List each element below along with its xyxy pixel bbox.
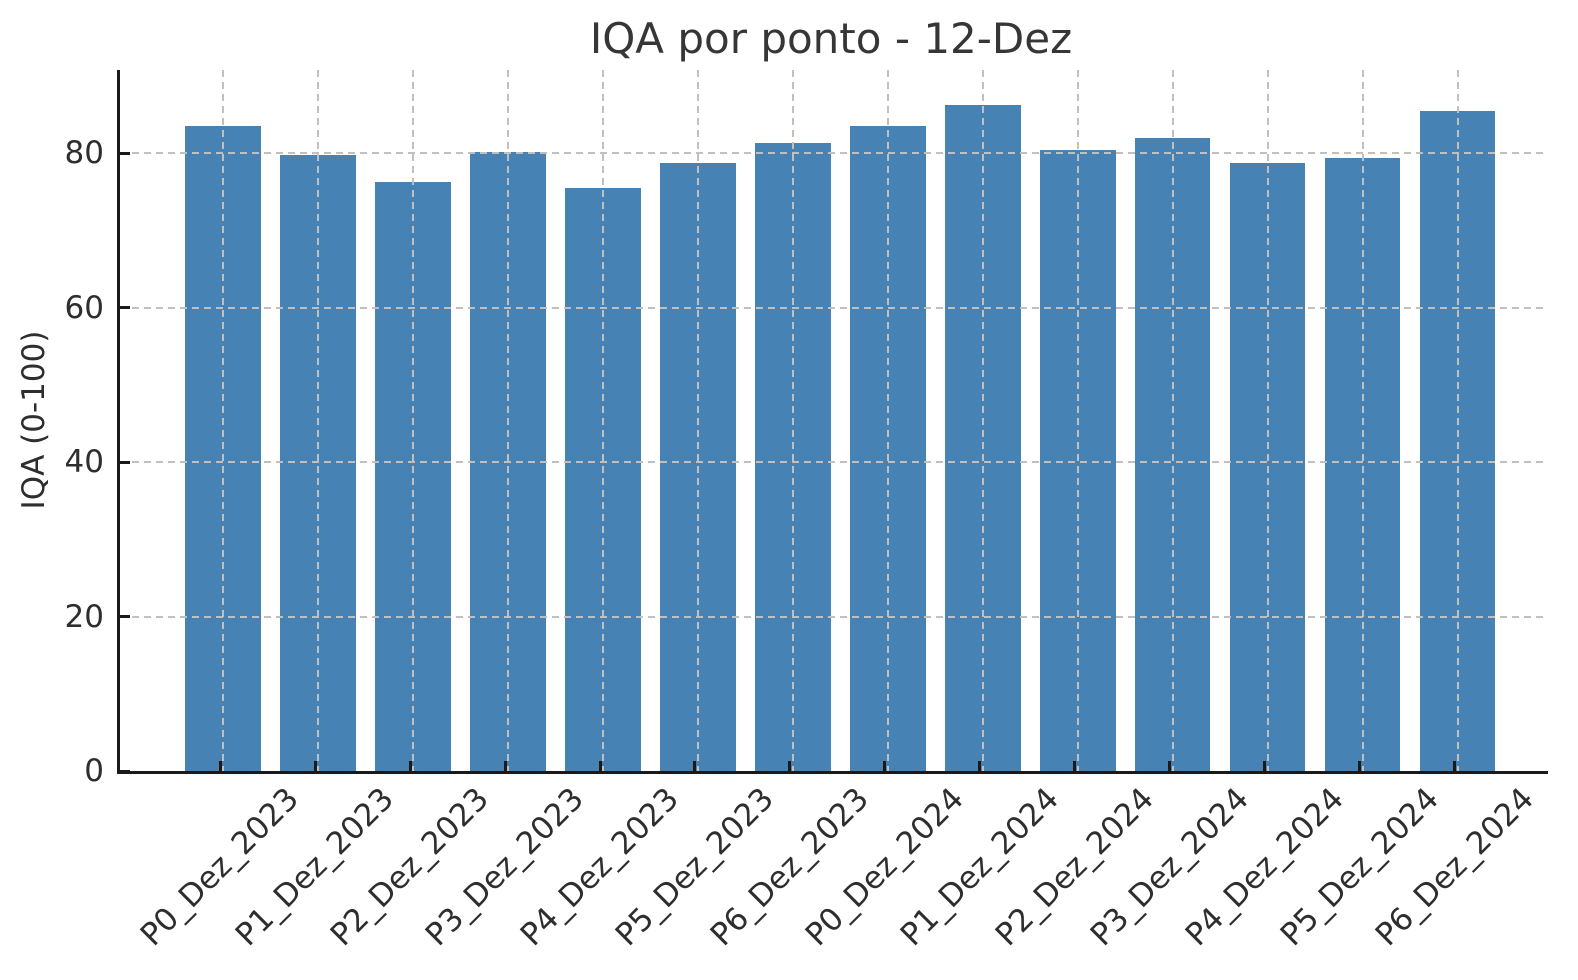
x-tick-mark-P2_Dez_2023 bbox=[408, 761, 412, 771]
y-tick-mark-80 bbox=[120, 151, 130, 155]
x-tick-mark-P3_Dez_2024 bbox=[1168, 761, 1172, 771]
h-gridline-40 bbox=[120, 461, 1548, 464]
x-tick-mark-P1_Dez_2023 bbox=[313, 761, 317, 771]
x-tick-mark-P5_Dez_2023 bbox=[693, 761, 697, 771]
v-gridline-P1_Dez_2023 bbox=[317, 70, 320, 771]
v-gridline-P2_Dez_2023 bbox=[412, 70, 415, 771]
x-tick-mark-P2_Dez_2024 bbox=[1073, 761, 1077, 771]
v-gridline-P6_Dez_2024 bbox=[1456, 70, 1459, 771]
plot-area bbox=[117, 70, 1548, 774]
y-tick-mark-60 bbox=[120, 306, 130, 310]
x-tick-mark-P0_Dez_2024 bbox=[883, 761, 887, 771]
y-tick-mark-0 bbox=[120, 769, 130, 773]
y-tick-label-40: 40 bbox=[64, 444, 104, 481]
x-tick-mark-P3_Dez_2023 bbox=[503, 761, 507, 771]
v-gridline-P5_Dez_2024 bbox=[1361, 70, 1364, 771]
v-gridline-P3_Dez_2024 bbox=[1171, 70, 1174, 771]
v-gridline-P5_Dez_2023 bbox=[696, 70, 699, 771]
chart-title: IQA por ponto - 12-Dez bbox=[589, 14, 1073, 63]
v-gridline-P4_Dez_2024 bbox=[1266, 70, 1269, 771]
v-gridline-P1_Dez_2024 bbox=[981, 70, 984, 771]
x-tick-mark-P4_Dez_2023 bbox=[598, 761, 602, 771]
x-tick-mark-P6_Dez_2023 bbox=[788, 761, 792, 771]
y-axis-label: IQA (0-100) bbox=[16, 330, 52, 510]
y-tick-label-0: 0 bbox=[84, 753, 104, 789]
v-gridline-P0_Dez_2023 bbox=[222, 70, 225, 771]
x-tick-mark-P6_Dez_2024 bbox=[1453, 761, 1457, 771]
v-gridline-P3_Dez_2023 bbox=[507, 70, 510, 771]
h-gridline-60 bbox=[120, 306, 1548, 309]
h-gridline-80 bbox=[120, 152, 1548, 155]
v-gridline-P0_Dez_2024 bbox=[886, 70, 889, 771]
h-gridline-20 bbox=[120, 615, 1548, 618]
x-tick-mark-P5_Dez_2024 bbox=[1358, 761, 1362, 771]
y-tick-label-60: 60 bbox=[64, 289, 104, 326]
v-gridline-P2_Dez_2024 bbox=[1076, 70, 1079, 771]
y-tick-mark-20 bbox=[120, 615, 130, 619]
v-gridline-P6_Dez_2023 bbox=[791, 70, 794, 771]
x-tick-mark-P0_Dez_2023 bbox=[218, 761, 222, 771]
x-tick-mark-P4_Dez_2024 bbox=[1263, 761, 1267, 771]
x-tick-label-P0_Dez_2023: P0_Dez_2023 bbox=[133, 781, 307, 954]
y-tick-label-80: 80 bbox=[64, 135, 104, 172]
v-gridline-P4_Dez_2023 bbox=[602, 70, 604, 771]
y-tick-mark-40 bbox=[120, 460, 130, 464]
y-tick-label-20: 20 bbox=[64, 598, 104, 635]
x-tick-mark-P1_Dez_2024 bbox=[978, 761, 982, 771]
